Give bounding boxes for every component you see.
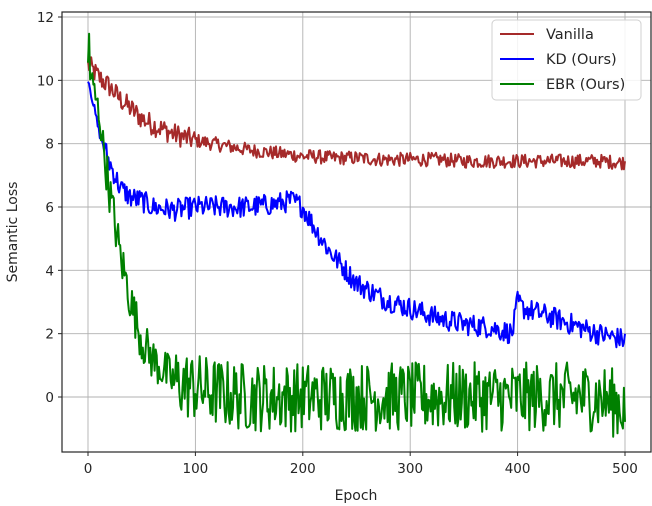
y-tick-label: 8 xyxy=(45,137,54,153)
series-line-0 xyxy=(87,56,626,171)
x-axis-label: Epoch xyxy=(335,488,378,504)
x-tick-label: 0 xyxy=(84,461,93,477)
y-tick-label: 4 xyxy=(45,263,54,279)
plot-lines xyxy=(87,32,626,438)
y-tick-label: 2 xyxy=(45,327,54,343)
legend-label: Vanilla xyxy=(546,27,594,43)
legend-box xyxy=(491,19,642,101)
y-axis-label: Semantic Loss xyxy=(5,182,21,283)
series-line-2 xyxy=(87,32,626,438)
x-tick-label: 300 xyxy=(397,461,423,477)
axes-frame xyxy=(61,11,652,453)
y-axis-ticks: 0 2 4 6 8 10 12 xyxy=(37,10,62,406)
x-axis-ticks: 0 100 200 300 400 500 xyxy=(84,452,638,477)
y-tick-label: 6 xyxy=(45,200,54,216)
x-tick-label: 100 xyxy=(183,461,209,477)
legend-label: KD (Ours) xyxy=(546,52,617,68)
legend-label: EBR (Ours) xyxy=(546,77,625,93)
series-line-1 xyxy=(87,81,626,349)
x-tick-label: 200 xyxy=(290,461,316,477)
legend: Vanilla KD (Ours) EBR (Ours) xyxy=(491,19,642,101)
y-tick-label: 0 xyxy=(45,390,54,406)
x-tick-label: 400 xyxy=(505,461,531,477)
y-tick-label: 10 xyxy=(37,73,54,89)
y-tick-label: 12 xyxy=(37,10,54,26)
x-tick-label: 500 xyxy=(612,461,638,477)
